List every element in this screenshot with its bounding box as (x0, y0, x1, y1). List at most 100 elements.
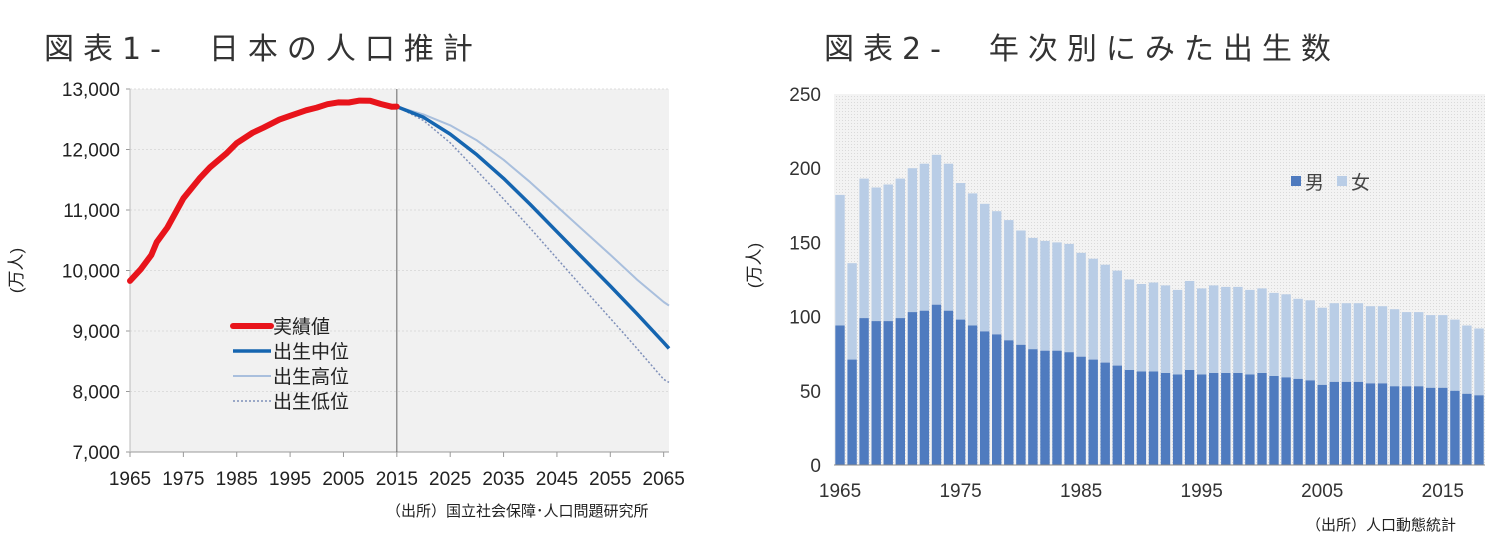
bar-female (1414, 312, 1424, 387)
bar-male (1377, 383, 1388, 465)
bar-female (1353, 303, 1364, 382)
y-tick-label: 0 (810, 456, 821, 477)
bar-female (1016, 230, 1026, 345)
legend-swatch-female (1337, 176, 1347, 186)
bar-male (1076, 356, 1086, 465)
bar-female (1450, 319, 1460, 391)
bar-male (1365, 383, 1376, 465)
x-tick-label: 1985 (216, 469, 258, 490)
bar-male (1148, 371, 1159, 465)
bar-female (1040, 240, 1050, 351)
bar-female (1100, 264, 1110, 363)
bar-male (1028, 349, 1038, 465)
x-tick-label: 2015 (376, 469, 418, 490)
bar-male (1281, 377, 1291, 465)
bar-male (1197, 374, 1207, 465)
bar-male (859, 318, 869, 465)
bar-male (1172, 374, 1183, 465)
bar-female (1233, 286, 1243, 373)
bar-male (1040, 350, 1050, 465)
bar-male (895, 318, 905, 465)
series-line-出生高位 (396, 105, 670, 307)
bar-male (1450, 390, 1460, 465)
legend-label: 出生中位 (273, 341, 349, 363)
bar-female (1341, 303, 1352, 382)
bar-female (931, 154, 942, 305)
y-tick-label: 150 (789, 233, 821, 254)
bar-female (1281, 294, 1291, 378)
bar-female (980, 203, 990, 332)
chart1-title: 図表1- 日本の人口推計 (44, 32, 482, 67)
bar-male (1124, 370, 1135, 465)
y-tick-label: 8,000 (72, 383, 120, 404)
x-tick-label: 1975 (939, 481, 981, 502)
bar-male (1209, 373, 1219, 465)
bar-female (895, 178, 905, 319)
bar-male (1112, 365, 1122, 465)
chart2-source: （出所）人口動態統計 (1306, 516, 1457, 534)
legend-label: 男 (1305, 173, 1324, 194)
bar-female (1305, 300, 1315, 381)
bar-female (919, 163, 930, 311)
bar-male (1426, 387, 1436, 465)
bar-female (1365, 306, 1376, 384)
series-line-出生中位 (396, 104, 671, 350)
bar-male (943, 310, 954, 465)
legend-label: 出生高位 (273, 366, 349, 388)
x-tick-label: 1995 (269, 469, 311, 490)
bar-male (1341, 381, 1352, 465)
legend-label: 女 (1351, 172, 1370, 194)
y-tick-label: 100 (789, 308, 821, 329)
bar-male (1474, 395, 1484, 465)
x-tick-label: 2005 (322, 469, 364, 490)
bar-male (1257, 373, 1267, 465)
bar-male (1414, 386, 1424, 465)
bar-female (1462, 325, 1472, 394)
y-tick-label: 10,000 (62, 262, 120, 283)
x-tick-label: 1995 (1181, 481, 1223, 502)
bar-female (1136, 284, 1147, 372)
x-tick-label: 2005 (1301, 481, 1343, 502)
bar-female (1257, 288, 1267, 373)
y-tick-label: 12,000 (62, 141, 120, 162)
bar-female (955, 183, 966, 320)
bar-female (1184, 281, 1195, 370)
bar-male (1269, 376, 1279, 465)
bar-female (1317, 307, 1327, 385)
bar-male (907, 312, 918, 465)
y-tick-label: 50 (800, 382, 821, 403)
y-tick-label: 200 (789, 159, 821, 180)
bar-male (931, 304, 942, 465)
x-tick-label: 1965 (819, 481, 861, 502)
chart1-source: （出所）国立社会保障･人口問題研究所 (386, 502, 649, 520)
bar-female (1172, 289, 1183, 375)
bar-male (1088, 359, 1098, 465)
x-tick-label: 2035 (482, 469, 524, 490)
y-tick-label: 250 (789, 85, 821, 106)
bar-female (1052, 242, 1062, 351)
bar-female (1209, 285, 1219, 373)
legend-label: 出生低位 (273, 391, 349, 413)
births-panel: 図表2- 年次別にみた出生数 0 50 100 150 200 250 (万人) 1965 19… (740, 0, 1504, 546)
bar-female (1329, 303, 1339, 382)
bar-female (871, 187, 881, 322)
bar-male (980, 331, 990, 465)
legend-swatch-male (1291, 176, 1301, 186)
chart2-title: 図表2- 年次別にみた出生数 (824, 32, 1340, 67)
y-tick-label: 7,000 (72, 443, 120, 464)
bar-female (1004, 220, 1014, 341)
bar-female (1124, 279, 1135, 370)
bar-female (907, 168, 918, 313)
bar-female (1438, 315, 1448, 388)
y-tick-label: 11,000 (63, 201, 120, 222)
bar-female (1088, 258, 1098, 360)
population-projection-panel: 図表1- 日本の人口推計 7,000 8,000 9,000 10,000 11,000… (0, 0, 740, 546)
bar-female (1474, 328, 1484, 396)
bar-female (1064, 243, 1074, 353)
bar-male (1004, 340, 1014, 465)
bar-male (871, 321, 881, 465)
bar-female (1148, 282, 1159, 372)
bar-female (835, 194, 845, 326)
bar-male (1184, 370, 1195, 465)
bar-male (967, 325, 978, 465)
